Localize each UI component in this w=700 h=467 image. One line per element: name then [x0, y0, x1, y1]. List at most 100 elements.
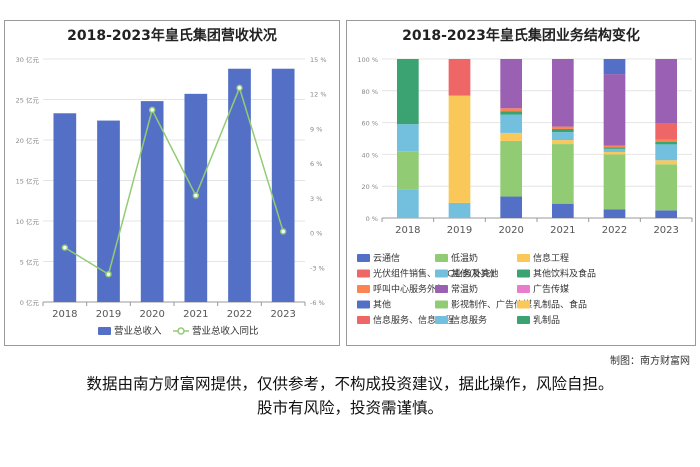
legend-label: 其他(补充): [451, 268, 494, 280]
yoy-point: [279, 228, 287, 235]
y2-tick-label: 3 %: [310, 195, 322, 203]
stack-segment: [396, 189, 419, 218]
y2-tick-label: 6 %: [310, 160, 322, 168]
yoy-point: [192, 192, 200, 199]
yoy-line: [64, 85, 284, 276]
legend-label: 其他: [373, 299, 391, 311]
stack-segment: [655, 141, 678, 145]
x-tick-label: 2020: [498, 225, 523, 236]
y2-tick-label: 9 %: [310, 125, 322, 133]
y-tick-label: 20 %: [361, 183, 378, 191]
y-tick-label: 0 亿元: [20, 298, 40, 307]
legend-swatch: [435, 285, 448, 293]
legend-label: 乳制品、食品: [533, 299, 587, 311]
legend-swatch: [435, 269, 448, 278]
stack-segment: [603, 147, 626, 149]
stack-segment: [551, 128, 574, 133]
stack-segment: [603, 154, 626, 210]
y-tick-label: 5 亿元: [20, 258, 40, 267]
stack-segment: [396, 124, 419, 152]
legend-swatch: [517, 285, 530, 293]
business-structure-chart: 2018-2023年皇氏集团业务结构变化 0 % 20 % 40 % 60 % 80 %…: [357, 27, 693, 326]
stack-segment: [655, 164, 678, 211]
revenue-chart-panel: 2018-2023年皇氏集团营收状况 0 亿元 5 亿元 10 亿元 15 亿元 20 …: [4, 20, 340, 346]
stack-segment: [396, 59, 419, 125]
y-tick-label: 25 亿元: [16, 96, 40, 105]
yoy-point: [105, 270, 112, 278]
legend-label: 营业总收入同比: [192, 325, 259, 337]
stack-segment: [500, 108, 523, 112]
stack-segment: [551, 132, 574, 141]
disclaimer: 数据由南方财富网提供，仅供参考，不构成投资建议，据此操作，风险自担。 股市有风险…: [0, 372, 700, 420]
stack-segment: [655, 210, 678, 218]
stack-segment: [551, 144, 574, 204]
x-tick-label: 2021: [183, 309, 208, 320]
revenue-chart: 2018-2023年皇氏集团营收状况 0 亿元 5 亿元 10 亿元 15 亿元 20 …: [16, 27, 327, 337]
x-tick-label: 2019: [96, 309, 121, 320]
legend-label: 信息服务、信息工程: [373, 314, 454, 326]
y-tick-label: 40 %: [361, 151, 378, 159]
legend-label: 影视制作、广告传媒: [451, 299, 532, 311]
legend-swatch: [517, 300, 530, 309]
chart-title: 2018-2023年皇氏集团业务结构变化: [402, 27, 640, 44]
revenue-bar: [228, 68, 251, 302]
legend-swatch: [357, 285, 370, 293]
x-tick-label: 2020: [139, 309, 164, 320]
stack-segment: [655, 123, 678, 140]
legend-label: 其他饮料及食品: [533, 268, 596, 280]
disclaimer-line: 股市有风险，投资需谨慎。: [256, 399, 443, 417]
legend-swatch: [98, 327, 111, 335]
stack-segment: [500, 196, 523, 218]
stack-segment: [655, 139, 678, 142]
y-tick-label: 15 亿元: [16, 177, 40, 186]
x-tick-label: 2022: [602, 225, 627, 236]
legend-label: 低温奶: [451, 252, 478, 264]
stack-segment: [603, 145, 626, 148]
y2-tick-label: 0 %: [310, 230, 322, 238]
revenue-bar: [53, 113, 77, 303]
stack-segment: [655, 160, 678, 165]
x-tick-label: 2021: [550, 225, 575, 236]
legend-label: 常温奶: [451, 283, 478, 295]
y-tick-label: 60 %: [361, 120, 378, 128]
y2-tick-label: 15 %: [310, 56, 327, 64]
legend-label: 呼叫中心服务外包: [373, 283, 445, 295]
stack-segment: [603, 148, 626, 153]
legend-swatch: [435, 254, 448, 262]
yoy-point: [61, 244, 69, 251]
y-tick-label: 20 亿元: [16, 136, 40, 145]
stack-segment: [448, 59, 471, 96]
stack-segment: [551, 59, 574, 127]
stack-segment: [500, 140, 523, 197]
chart-credit: 制图：南方财富网: [610, 356, 690, 367]
x-tick-label: 2023: [270, 309, 295, 320]
legend-swatch: [435, 316, 448, 324]
legend-label: 乳制品: [533, 314, 560, 326]
yoy-point: [236, 84, 243, 92]
revenue-bar: [97, 120, 120, 302]
chart-title: 2018-2023年皇氏集团营收状况: [67, 27, 277, 44]
legend-label: 信息工程: [533, 252, 569, 264]
legend-label: 云通信: [373, 252, 400, 264]
yoy-point: [148, 106, 156, 114]
stack-segment: [603, 152, 626, 155]
legend-label: 广告传媒: [533, 283, 569, 295]
y2-tick-label: 12 %: [310, 91, 327, 99]
x-tick-label: 2022: [227, 309, 252, 320]
x-tick-label: 2018: [52, 309, 77, 320]
stack-segment: [396, 151, 419, 190]
stack-segment: [551, 140, 574, 145]
legend-swatch: [177, 327, 185, 335]
legend-swatch: [357, 300, 370, 309]
stack-segment: [500, 132, 523, 141]
y-tick-label: 100 %: [357, 56, 378, 64]
legend-label: 营业总收入: [114, 325, 162, 337]
y2-tick-label: -6 %: [310, 299, 325, 307]
x-tick-label: 2023: [653, 225, 678, 236]
stack-segment: [655, 59, 678, 124]
stack-segment: [551, 203, 574, 218]
stack-segment: [603, 74, 626, 146]
y-tick-label: 10 亿元: [16, 217, 40, 226]
stack-segment: [603, 209, 626, 218]
y-tick-label: 80 %: [361, 88, 378, 96]
